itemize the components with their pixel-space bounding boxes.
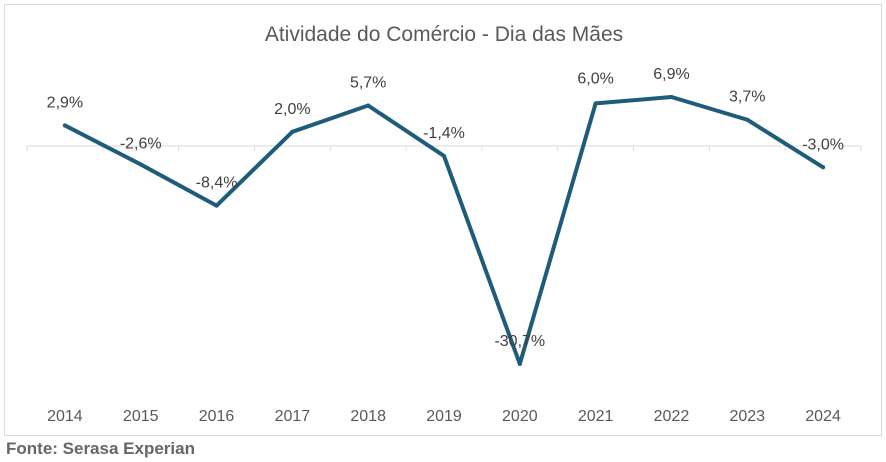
data-label: 6,9% [653,66,689,83]
x-tick-label: 2016 [199,408,235,425]
data-point [366,103,371,108]
x-tick-label: 2024 [805,408,841,425]
data-point [62,123,67,128]
data-label: 2,9% [47,94,83,111]
chart-plot: 2,9% -2,6% -8,4% 2,0% 5,7% -1,4% -30,7% 6,0% 6,9… [26,66,862,425]
data-label: 6,0% [577,70,613,87]
x-tick-label: 2018 [350,408,386,425]
data-point [442,153,446,158]
x-tick-label: 2021 [578,408,614,425]
data-label: -30,7% [494,333,545,350]
data-label: 3,7% [729,89,765,106]
data-label: -1,4% [423,125,465,142]
x-tick-label: 2015 [123,408,159,425]
x-tick-label: 2023 [729,408,765,425]
data-point [745,117,750,122]
x-tick-label: 2014 [47,408,83,425]
data-point [517,361,522,366]
data-label: -8,4% [196,175,238,192]
chart-frame: Atividade do Comércio - Dia das Mães 2,9… [4,4,882,436]
data-point [593,101,598,106]
data-label: 5,7% [350,75,386,92]
x-tick-label: 2020 [502,408,538,425]
chart-title: Atividade do Comércio - Dia das Mães [264,23,624,46]
data-point [669,95,674,100]
x-tick-label: 2017 [275,408,311,425]
data-label: -3,0% [802,136,844,153]
data-label: 2,0% [274,101,310,118]
data-point [821,165,826,170]
source-note: Fonte: Serasa Experian [6,439,195,458]
data-point [138,162,143,167]
data-point [214,203,219,208]
data-label: -2,6% [120,135,162,152]
x-tick-label: 2022 [654,408,690,425]
x-tick-label: 2019 [426,408,462,425]
data-point [290,129,295,134]
